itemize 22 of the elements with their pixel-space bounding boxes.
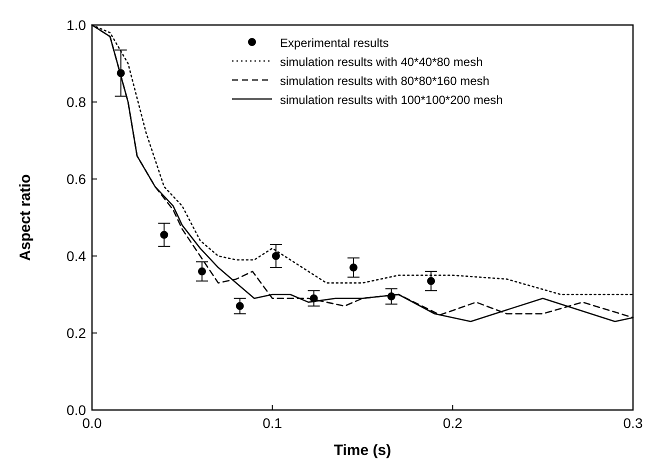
y-tick-label: 0.8	[66, 94, 86, 110]
point	[236, 302, 244, 310]
legend-label: simulation results with 100*100*200 mesh	[280, 93, 503, 107]
point	[349, 264, 358, 272]
point	[427, 277, 436, 286]
x-tick-label: 0.3	[623, 415, 643, 431]
y-tick-label: 1.0	[66, 17, 86, 33]
legend-label: Experimental results	[280, 36, 389, 50]
x-tick-label: 0.2	[442, 415, 463, 431]
y-tick-label: 0.4	[66, 248, 86, 264]
y-tick-label: 0.6	[66, 171, 86, 187]
x-tick-label: 0.1	[262, 415, 282, 431]
point	[272, 252, 280, 260]
legend-label: simulation results with 80*80*160 mesh	[280, 74, 490, 88]
y-tick-label: 0.2	[66, 325, 86, 341]
legend-label: simulation results with 40*40*80 mesh	[280, 55, 483, 69]
x-axis-title: Time (s)	[334, 442, 392, 459]
point	[160, 230, 168, 239]
y-axis-title: Aspect ratio	[17, 174, 34, 261]
x-tick-label: 0.0	[82, 415, 102, 431]
y-tick-label: 0.0	[66, 402, 86, 418]
point	[198, 267, 206, 276]
